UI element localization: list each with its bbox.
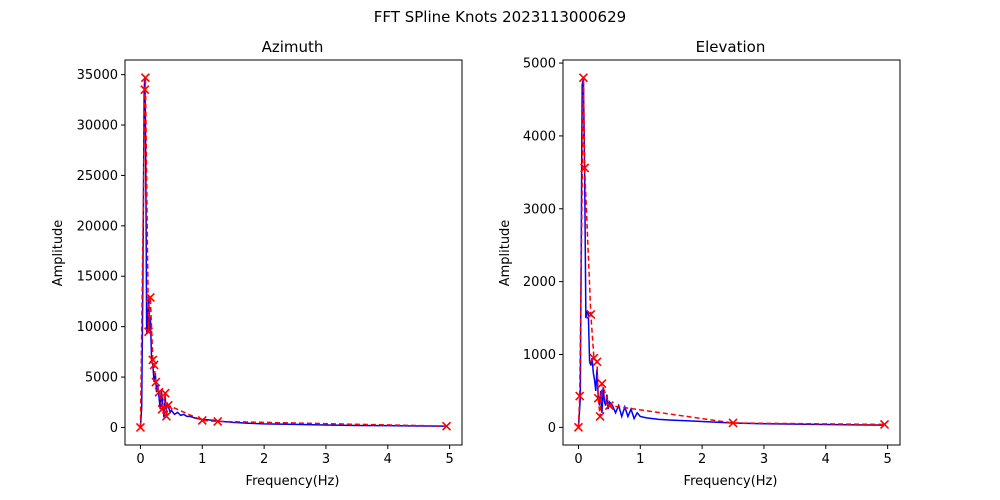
azimuth-x-tick-label: 0 — [136, 452, 144, 467]
azimuth-knot-marker — [197, 415, 207, 425]
elevation-x-tick-label: 5 — [883, 452, 891, 467]
azimuth-knot-marker — [163, 400, 173, 410]
elevation-y-tick-label: 1000 — [523, 348, 556, 363]
azimuth-y-tick-label: 5000 — [85, 371, 118, 386]
elevation-x-tick-label: 4 — [822, 452, 830, 467]
azimuth-knot-marker — [160, 388, 170, 398]
elevation-knot-marker — [595, 411, 605, 422]
elevation-knot-marker — [879, 419, 890, 430]
elevation-knot-marker — [592, 357, 602, 367]
azimuth-y-tick-label: 20000 — [77, 219, 118, 234]
azimuth-x-axis-label: Frequency(Hz) — [246, 474, 340, 489]
azimuth-knot-marker — [161, 411, 171, 421]
elevation-knot-marker — [573, 422, 584, 432]
elevation-spline-line — [577, 77, 885, 428]
azimuth-x-tick-label: 2 — [260, 452, 268, 467]
elevation-knot-marker — [593, 393, 603, 403]
azimuth-knot-marker — [157, 404, 167, 414]
elevation-knot-marker — [578, 73, 588, 83]
azimuth-knot-marker — [140, 85, 150, 95]
azimuth-subplot: Azimuth Frequency(Hz) Amplitude 0 1 2 3 4 5 0 5… — [51, 38, 463, 489]
azimuth-y-tick-label: 35000 — [77, 68, 118, 83]
azimuth-knot-marker — [135, 422, 146, 433]
azimuth-knot-marker — [149, 360, 159, 370]
azimuth-x-tick-label: 1 — [198, 452, 206, 467]
azimuth-knot-marker — [213, 416, 223, 426]
elevation-knot-marker — [575, 391, 585, 401]
elevation-knot-marker — [597, 379, 607, 389]
azimuth-x-tick-label: 4 — [384, 452, 392, 467]
elevation-knot-marker — [604, 400, 614, 411]
elevation-knot-marker — [728, 418, 738, 428]
elevation-y-axis-label: Amplitude — [498, 220, 513, 287]
elevation-x-axis-label: Frequency(Hz) — [684, 474, 778, 489]
elevation-axes-frame — [562, 59, 901, 446]
elevation-y-tick-label: 2000 — [523, 275, 556, 290]
elevation-subplot: Elevation Frequency(Hz) Amplitude 0 1 2 3 4 5… — [498, 38, 901, 489]
azimuth-knot-marker — [441, 421, 452, 431]
elevation-x-tick-label: 0 — [574, 452, 582, 467]
elevation-y-tick-label: 4000 — [523, 129, 556, 144]
elevation-y-tick-label: 0 — [548, 421, 556, 436]
azimuth-spline-line — [139, 77, 447, 428]
azimuth-y-axis-label: Amplitude — [51, 220, 66, 287]
azimuth-knot-marker — [151, 377, 161, 387]
azimuth-y-tick-label: 15000 — [77, 270, 118, 285]
azimuth-x-tick-label: 3 — [322, 452, 330, 467]
elevation-title: Elevation — [696, 38, 766, 56]
azimuth-x-tick-label: 5 — [445, 452, 453, 467]
azimuth-knot-marker — [145, 292, 155, 302]
elevation-y-tick-label: 5000 — [523, 57, 556, 72]
elevation-fft-line — [577, 77, 885, 428]
azimuth-y-tick-label: 30000 — [77, 119, 118, 134]
azimuth-y-tick-label: 0 — [110, 421, 118, 436]
elevation-x-tick-label: 2 — [698, 452, 706, 467]
elevation-y-tick-label: 3000 — [523, 202, 556, 217]
elevation-x-tick-label: 1 — [636, 452, 644, 467]
elevation-knot-marker — [586, 309, 596, 319]
figure-suptitle: FFT SPline Knots 2023113000629 — [374, 8, 626, 26]
azimuth-fft-line — [139, 77, 447, 428]
azimuth-title: Azimuth — [262, 38, 324, 56]
elevation-knot-marker — [580, 163, 590, 173]
azimuth-y-tick-label: 10000 — [77, 320, 118, 335]
azimuth-knot-marker — [143, 327, 154, 337]
azimuth-knot-marker — [140, 73, 150, 83]
azimuth-axes-frame — [124, 59, 463, 446]
azimuth-y-tick-label: 25000 — [77, 169, 118, 184]
elevation-x-tick-label: 3 — [760, 452, 768, 467]
